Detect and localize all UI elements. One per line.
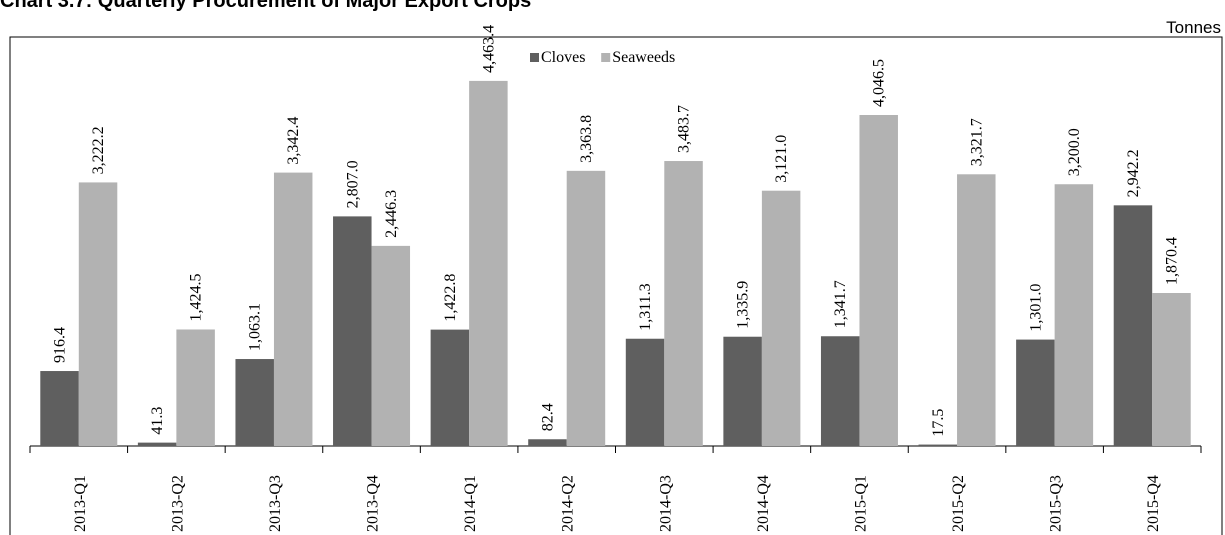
data-label: 2,942.2	[1125, 149, 1142, 197]
bar-seaweeds	[957, 174, 996, 446]
x-ticks: 2013-Q1 2013-Q2 2013-Q3 2013-Q4 2014-Q1 2014-…	[29, 446, 1202, 532]
data-label: 82.4	[539, 403, 556, 431]
data-label: 1,341.7	[832, 280, 849, 328]
data-label: 3,321.7	[968, 118, 985, 166]
bar-seaweeds	[566, 170, 606, 446]
bar-cloves	[528, 439, 567, 446]
x-tick-label: 2013-Q3	[267, 475, 284, 532]
x-tick-label: 2014-Q4	[755, 475, 772, 532]
x-tick-label: 2015-Q3	[1048, 475, 1065, 532]
data-label: 1,335.9	[735, 281, 752, 329]
data-label: 2,446.3	[383, 190, 400, 238]
data-label: 1,063.1	[247, 303, 264, 351]
data-label: 3,222.2	[90, 126, 107, 174]
x-tick-label: 2014-Q3	[657, 475, 674, 532]
bar-cloves	[430, 329, 470, 446]
bar-cloves	[625, 338, 665, 446]
bar-cloves	[333, 216, 372, 446]
data-label: 17.5	[930, 409, 947, 437]
legend-swatch	[601, 53, 611, 62]
bar-cloves	[137, 442, 177, 446]
legend-label: Cloves	[541, 49, 585, 66]
data-label: 4,046.5	[871, 59, 888, 107]
data-label: 3,121.0	[773, 135, 790, 183]
data-label: 3,483.7	[676, 105, 693, 153]
data-label: 3,342.4	[285, 117, 302, 165]
x-tick-label: 2013-Q4	[365, 475, 382, 532]
x-tick-label: 2015-Q1	[852, 475, 869, 532]
bar-seaweeds	[1152, 293, 1191, 446]
bar-cloves	[1016, 339, 1055, 446]
unit-label: Tonnes	[1166, 18, 1221, 37]
bar-cloves	[40, 371, 79, 446]
x-tick-label: 2014-Q2	[560, 475, 577, 532]
chart-title: Chart 3.7: Quarterly Procurement of Majo…	[0, 0, 532, 12]
plot-frame	[9, 36, 1223, 535]
bar-seaweeds	[1054, 184, 1094, 447]
data-label: 1,311.3	[637, 283, 654, 330]
data-label: 4,463.4	[480, 25, 497, 73]
data-label: 1,422.8	[442, 274, 459, 322]
data-label: 3,200.0	[1066, 128, 1083, 176]
bar-seaweeds	[761, 190, 801, 446]
legend-swatch	[530, 53, 539, 62]
bar-cloves	[723, 336, 762, 446]
bar-seaweeds	[371, 245, 411, 446]
data-label: 1,424.5	[188, 273, 205, 321]
legend-label: Seaweeds	[612, 49, 675, 66]
x-tick-label: 2013-Q2	[169, 475, 186, 532]
bar-cloves	[820, 336, 860, 446]
x-tick-label: 2013-Q1	[72, 475, 89, 532]
bar-cloves	[918, 444, 958, 446]
data-label: 2,807.0	[344, 160, 361, 208]
bar-seaweeds	[664, 161, 703, 447]
x-tick-label: 2014-Q1	[462, 475, 479, 532]
x-tick-label: 2015-Q4	[1145, 475, 1162, 532]
bar-cloves	[1113, 205, 1153, 446]
bar-seaweeds	[469, 80, 508, 446]
data-label: 1,301.0	[1027, 284, 1044, 332]
legend: Cloves Seaweeds	[530, 49, 675, 66]
bar-seaweeds	[859, 114, 898, 446]
data-label: 1,870.4	[1163, 237, 1180, 285]
bar-seaweeds	[176, 329, 215, 446]
data-label: 916.4	[52, 327, 69, 363]
x-tick-label: 2015-Q2	[950, 475, 967, 532]
bar-cloves	[235, 359, 274, 446]
bar-seaweeds	[273, 172, 313, 446]
data-label: 3,363.8	[578, 115, 595, 163]
bar-seaweeds	[78, 182, 118, 446]
data-label: 41.3	[149, 407, 166, 435]
bars: 916.4 3,222.2 41.3 1,424.5 1,063.1 3,342.4 2,8…	[40, 25, 1191, 447]
